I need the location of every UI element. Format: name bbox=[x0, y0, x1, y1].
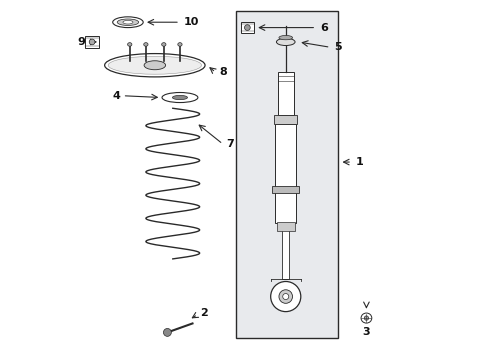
Ellipse shape bbox=[360, 313, 371, 323]
Ellipse shape bbox=[143, 42, 148, 46]
Text: 9: 9 bbox=[77, 37, 85, 47]
Bar bbox=[241, 22, 253, 33]
Ellipse shape bbox=[270, 282, 300, 312]
Text: 6: 6 bbox=[319, 23, 327, 33]
Bar bbox=[282, 230, 289, 279]
Ellipse shape bbox=[364, 316, 368, 320]
Ellipse shape bbox=[278, 290, 292, 303]
Ellipse shape bbox=[127, 42, 132, 46]
Ellipse shape bbox=[104, 54, 204, 77]
Bar bbox=[275, 125, 296, 223]
Ellipse shape bbox=[172, 95, 187, 100]
Ellipse shape bbox=[278, 36, 292, 40]
Text: 4: 4 bbox=[113, 91, 121, 101]
Text: 7: 7 bbox=[226, 139, 234, 149]
Ellipse shape bbox=[89, 39, 95, 45]
Bar bbox=[85, 36, 99, 48]
Ellipse shape bbox=[282, 293, 288, 300]
Bar bbox=[277, 72, 293, 116]
Ellipse shape bbox=[112, 17, 143, 28]
Ellipse shape bbox=[162, 42, 165, 46]
Ellipse shape bbox=[178, 42, 182, 46]
Text: 5: 5 bbox=[333, 42, 341, 52]
Ellipse shape bbox=[276, 39, 294, 45]
Text: 8: 8 bbox=[219, 67, 227, 77]
Text: 10: 10 bbox=[183, 17, 199, 27]
Bar bbox=[274, 116, 297, 125]
Text: 2: 2 bbox=[199, 308, 207, 318]
Text: 3: 3 bbox=[362, 327, 369, 337]
Ellipse shape bbox=[144, 61, 165, 70]
Ellipse shape bbox=[163, 328, 171, 336]
Bar bbox=[276, 222, 294, 231]
Text: 1: 1 bbox=[355, 157, 363, 167]
Ellipse shape bbox=[162, 93, 198, 103]
Ellipse shape bbox=[122, 21, 133, 24]
Ellipse shape bbox=[244, 25, 250, 31]
Bar bbox=[235, 12, 337, 338]
Bar bbox=[272, 185, 298, 193]
Ellipse shape bbox=[117, 19, 139, 26]
Ellipse shape bbox=[108, 56, 201, 74]
